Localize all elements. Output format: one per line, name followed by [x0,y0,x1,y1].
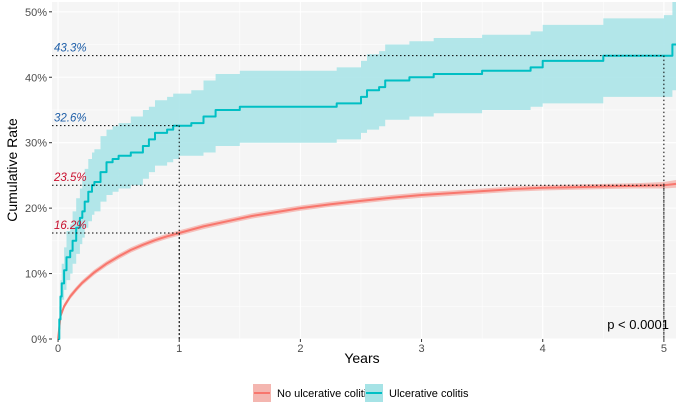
y-tick-label-0: 0% [31,334,47,346]
y-axis-title: Cumulative Rate [4,118,20,222]
x-tick-label-0: 0 [55,343,61,355]
legend-label-no-ulcerative-colitis: No ulcerative colitis [277,388,372,400]
value-annotations: 43.3% 32.6% 23.5% 16.2% [53,43,87,232]
y-tick-label-20: 20% [25,203,47,215]
x-tick-label-2: 2 [297,343,303,355]
annotation-label-1: 32.6% [54,113,87,125]
confidence-bands [58,2,677,339]
y-tick-label-10: 10% [25,269,47,281]
annotation-label-3: 16.2% [54,220,87,232]
ci-band-ulcerative-colitis [58,2,677,339]
x-tick-label-5: 5 [661,343,667,355]
p-value-label: p < 0.0001 [607,317,669,332]
x-axis-ticks: 0 1 2 3 4 5 [55,339,667,355]
x-tick-label-3: 3 [418,343,424,355]
series-line-no-ulcerative-colitis [57,182,677,340]
series-lines [57,43,677,340]
reference-lines [52,55,665,339]
legend: No ulcerative colitis Ulcerative colitis [253,384,469,402]
annotation-label-0: 43.3% [54,43,87,55]
y-tick-label-30: 30% [25,138,47,150]
x-tick-label-4: 4 [540,343,546,355]
legend-label-ulcerative-colitis: Ulcerative colitis [389,388,469,400]
y-tick-label-40: 40% [25,72,47,84]
annotation-label-2: 23.5% [53,172,87,184]
x-axis-title: Years [344,350,379,366]
y-axis-ticks: 0% 10% 20% 30% 40% 50% [25,7,52,346]
series-line-ulcerative-colitis [58,43,676,340]
y-tick-label-50: 50% [25,7,47,19]
x-tick-label-1: 1 [176,343,182,355]
